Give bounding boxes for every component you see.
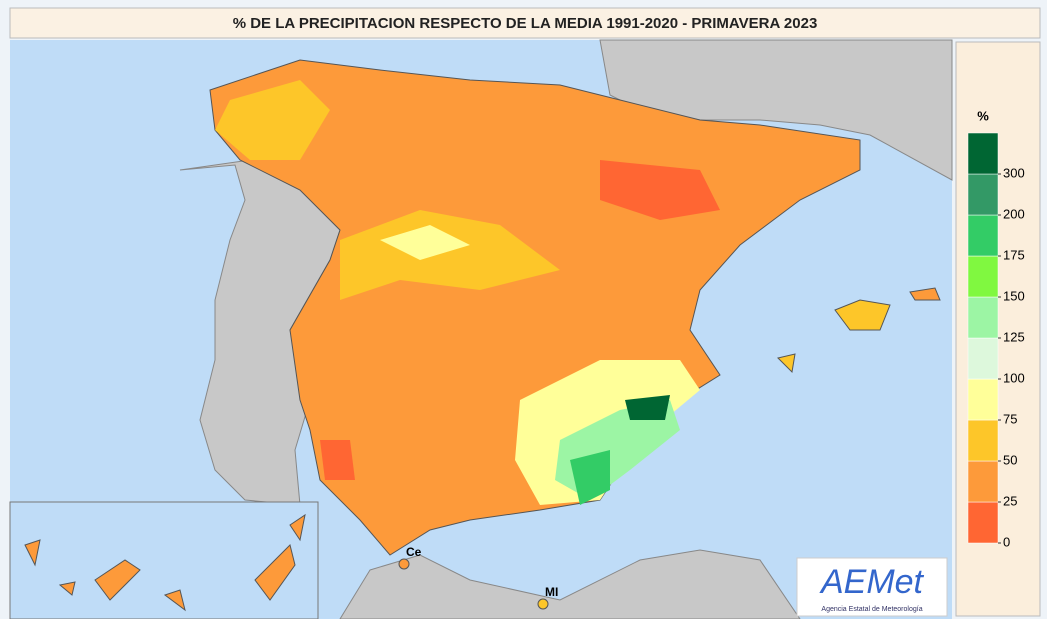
ceuta xyxy=(398,558,410,570)
melilla xyxy=(537,598,549,610)
legend-title: % xyxy=(977,108,989,123)
legend-tick-label: 125 xyxy=(1003,329,1025,344)
zone-huelva xyxy=(320,440,355,480)
legend-tick-label: 50 xyxy=(1003,452,1017,467)
map: Ce MI AEMet Agencia Estatal de Meteorolo… xyxy=(9,39,953,620)
title-bar xyxy=(9,7,1041,39)
legend-swatch xyxy=(967,378,999,421)
place-label: MI xyxy=(545,585,558,599)
menorca xyxy=(909,287,941,301)
legend-tick-label: 100 xyxy=(1003,370,1025,385)
legend-tick-label: 75 xyxy=(1003,411,1017,426)
legend-tick-label: 200 xyxy=(1003,206,1025,221)
legend-swatch xyxy=(967,501,999,544)
logo-subtitle: Agencia Estatal de Meteorología xyxy=(821,606,922,613)
baleares xyxy=(834,299,891,331)
legend-tick-label: 25 xyxy=(1003,493,1017,508)
legend-swatch xyxy=(967,255,999,298)
ibiza xyxy=(777,353,796,374)
legend-tick-label: 0 xyxy=(1003,534,1010,549)
legend-swatch xyxy=(967,214,999,257)
logo: AEMet xyxy=(819,563,925,601)
legend-swatch xyxy=(967,132,999,175)
legend-swatch xyxy=(967,173,999,216)
legend-swatch xyxy=(967,419,999,462)
legend-swatch xyxy=(967,296,999,339)
zone-centre-wet xyxy=(380,225,470,260)
canarias-inset xyxy=(9,501,319,620)
legend-tick-label: 150 xyxy=(1003,288,1025,303)
logo-box xyxy=(796,557,948,617)
zone-centre xyxy=(340,210,560,300)
legend: 0 25 50 75 100 125 150 175 200 300 xyxy=(967,132,1025,549)
map-title: % DE LA PRECIPITACION RESPECTO DE LA MED… xyxy=(233,15,818,32)
legend-tick-label: 175 xyxy=(1003,247,1025,262)
place-label: Ce xyxy=(406,545,422,559)
zone-almeria xyxy=(570,450,610,505)
zone-north-west xyxy=(215,80,330,160)
legend-tick-label: 300 xyxy=(1003,165,1025,180)
zone-ebro xyxy=(600,160,720,220)
legend-swatch xyxy=(967,460,999,503)
zone-wettest xyxy=(625,395,670,420)
canary-islands xyxy=(24,513,306,612)
legend-swatch xyxy=(967,337,999,380)
